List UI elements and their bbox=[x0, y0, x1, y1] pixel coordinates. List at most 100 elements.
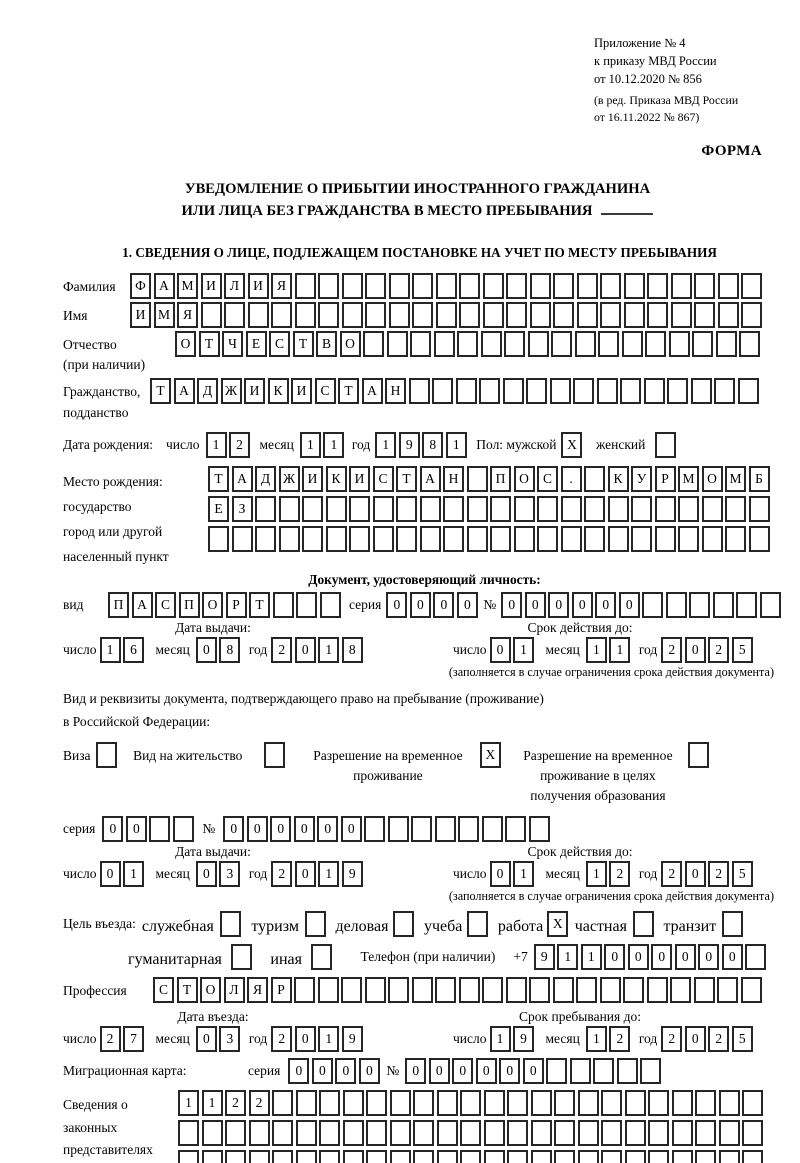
char-cell[interactable] bbox=[455, 378, 477, 405]
char-cell[interactable] bbox=[737, 378, 759, 405]
char-cell[interactable] bbox=[435, 977, 456, 1004]
char-cell[interactable] bbox=[278, 525, 300, 552]
char-cell[interactable]: 0 bbox=[294, 1026, 316, 1053]
char-cell[interactable]: 9 bbox=[533, 944, 555, 971]
char-cell[interactable]: 0 bbox=[651, 944, 673, 971]
char-cell[interactable] bbox=[365, 301, 386, 328]
char-cell[interactable] bbox=[692, 330, 713, 357]
char-cell[interactable] bbox=[341, 977, 362, 1004]
char-cell[interactable]: 0 bbox=[386, 591, 408, 618]
char-cell[interactable]: Я bbox=[271, 272, 292, 299]
char-cell[interactable]: П bbox=[108, 591, 129, 618]
char-cell[interactable] bbox=[483, 1150, 505, 1163]
char-cell[interactable]: 2 bbox=[661, 1026, 683, 1053]
char-cell[interactable]: К bbox=[267, 378, 289, 405]
char-cell[interactable] bbox=[458, 816, 480, 843]
char-cell[interactable]: П bbox=[490, 465, 511, 492]
char-cell[interactable] bbox=[319, 1150, 340, 1163]
char-cell[interactable] bbox=[505, 816, 527, 843]
char-cell[interactable] bbox=[436, 1150, 458, 1163]
char-cell[interactable]: Я bbox=[247, 977, 268, 1004]
char-cell[interactable]: О bbox=[175, 330, 196, 357]
char-cell[interactable] bbox=[577, 1150, 599, 1163]
char-cell[interactable] bbox=[736, 591, 758, 618]
char-cell[interactable] bbox=[553, 301, 574, 328]
char-cell[interactable]: 0 bbox=[489, 636, 511, 663]
char-cell[interactable]: 0 bbox=[571, 591, 593, 618]
char-cell[interactable]: 5 bbox=[731, 861, 753, 888]
char-cell[interactable] bbox=[530, 1150, 552, 1163]
char-cell[interactable]: Т bbox=[176, 977, 198, 1004]
char-cell[interactable] bbox=[480, 330, 502, 357]
char-cell[interactable] bbox=[272, 1090, 293, 1117]
char-cell[interactable] bbox=[366, 1120, 387, 1147]
char-cell[interactable]: С bbox=[537, 465, 558, 492]
char-cell[interactable]: Е bbox=[208, 495, 229, 522]
char-cell[interactable] bbox=[513, 495, 535, 522]
char-cell[interactable] bbox=[271, 301, 292, 328]
char-cell[interactable]: Т bbox=[249, 591, 270, 618]
char-cell[interactable] bbox=[419, 495, 441, 522]
char-cell[interactable]: З bbox=[231, 495, 253, 522]
char-cell[interactable] bbox=[295, 1090, 317, 1117]
char-cell[interactable]: Д bbox=[197, 378, 218, 405]
char-cell[interactable] bbox=[247, 301, 269, 328]
char-cell[interactable]: О bbox=[202, 591, 223, 618]
char-cell[interactable]: Ч bbox=[222, 330, 243, 357]
char-cell[interactable]: 1 bbox=[318, 861, 340, 888]
char-cell[interactable]: 0 bbox=[499, 1058, 521, 1085]
char-cell[interactable] bbox=[434, 816, 456, 843]
char-cell[interactable] bbox=[302, 495, 323, 522]
char-cell[interactable]: 1 bbox=[585, 1026, 607, 1053]
char-cell[interactable] bbox=[623, 977, 644, 1004]
char-cell[interactable] bbox=[695, 1150, 716, 1163]
char-cell[interactable]: 1 bbox=[205, 431, 227, 458]
char-cell[interactable] bbox=[341, 301, 363, 328]
char-cell[interactable] bbox=[435, 272, 457, 299]
char-cell[interactable] bbox=[551, 330, 572, 357]
char-cell[interactable]: 0 bbox=[409, 591, 431, 618]
char-cell[interactable]: 0 bbox=[246, 816, 268, 843]
char-cell[interactable] bbox=[607, 495, 629, 522]
char-cell[interactable] bbox=[482, 977, 503, 1004]
char-cell[interactable] bbox=[481, 816, 503, 843]
char-cell[interactable]: 1 bbox=[99, 636, 121, 663]
char-cell[interactable] bbox=[432, 378, 453, 405]
char-cell[interactable]: Я bbox=[177, 301, 198, 328]
char-cell[interactable] bbox=[387, 816, 409, 843]
char-cell[interactable] bbox=[172, 816, 194, 843]
char-cell[interactable] bbox=[670, 272, 692, 299]
char-cell[interactable] bbox=[506, 301, 527, 328]
char-cell[interactable] bbox=[219, 911, 241, 938]
char-cell[interactable] bbox=[460, 1150, 481, 1163]
char-cell[interactable] bbox=[411, 977, 433, 1004]
char-cell[interactable] bbox=[642, 591, 664, 618]
char-cell[interactable]: А bbox=[231, 465, 253, 492]
char-cell[interactable] bbox=[230, 944, 252, 971]
char-cell[interactable]: 1 bbox=[318, 636, 340, 663]
char-cell[interactable]: 0 bbox=[489, 861, 511, 888]
char-cell[interactable] bbox=[623, 301, 645, 328]
char-cell[interactable] bbox=[600, 272, 621, 299]
char-cell[interactable] bbox=[640, 1058, 662, 1085]
char-cell[interactable]: А bbox=[153, 272, 175, 299]
char-cell[interactable] bbox=[178, 1150, 199, 1163]
char-cell[interactable] bbox=[304, 911, 326, 938]
char-cell[interactable]: 2 bbox=[661, 861, 683, 888]
char-cell[interactable] bbox=[412, 301, 433, 328]
char-cell[interactable]: 2 bbox=[708, 1026, 730, 1053]
char-cell[interactable] bbox=[366, 1090, 387, 1117]
char-cell[interactable] bbox=[718, 1090, 740, 1117]
char-cell[interactable] bbox=[319, 1090, 340, 1117]
char-cell[interactable]: 0 bbox=[294, 861, 316, 888]
char-cell[interactable] bbox=[294, 272, 316, 299]
char-cell[interactable] bbox=[647, 301, 668, 328]
char-cell[interactable]: 0 bbox=[618, 591, 640, 618]
char-cell[interactable] bbox=[584, 465, 605, 492]
char-cell[interactable]: 2 bbox=[708, 861, 730, 888]
char-cell[interactable]: И bbox=[302, 465, 323, 492]
char-cell[interactable] bbox=[742, 1120, 763, 1147]
char-cell[interactable] bbox=[584, 525, 605, 552]
char-cell[interactable] bbox=[513, 525, 535, 552]
char-cell[interactable]: О bbox=[339, 330, 361, 357]
